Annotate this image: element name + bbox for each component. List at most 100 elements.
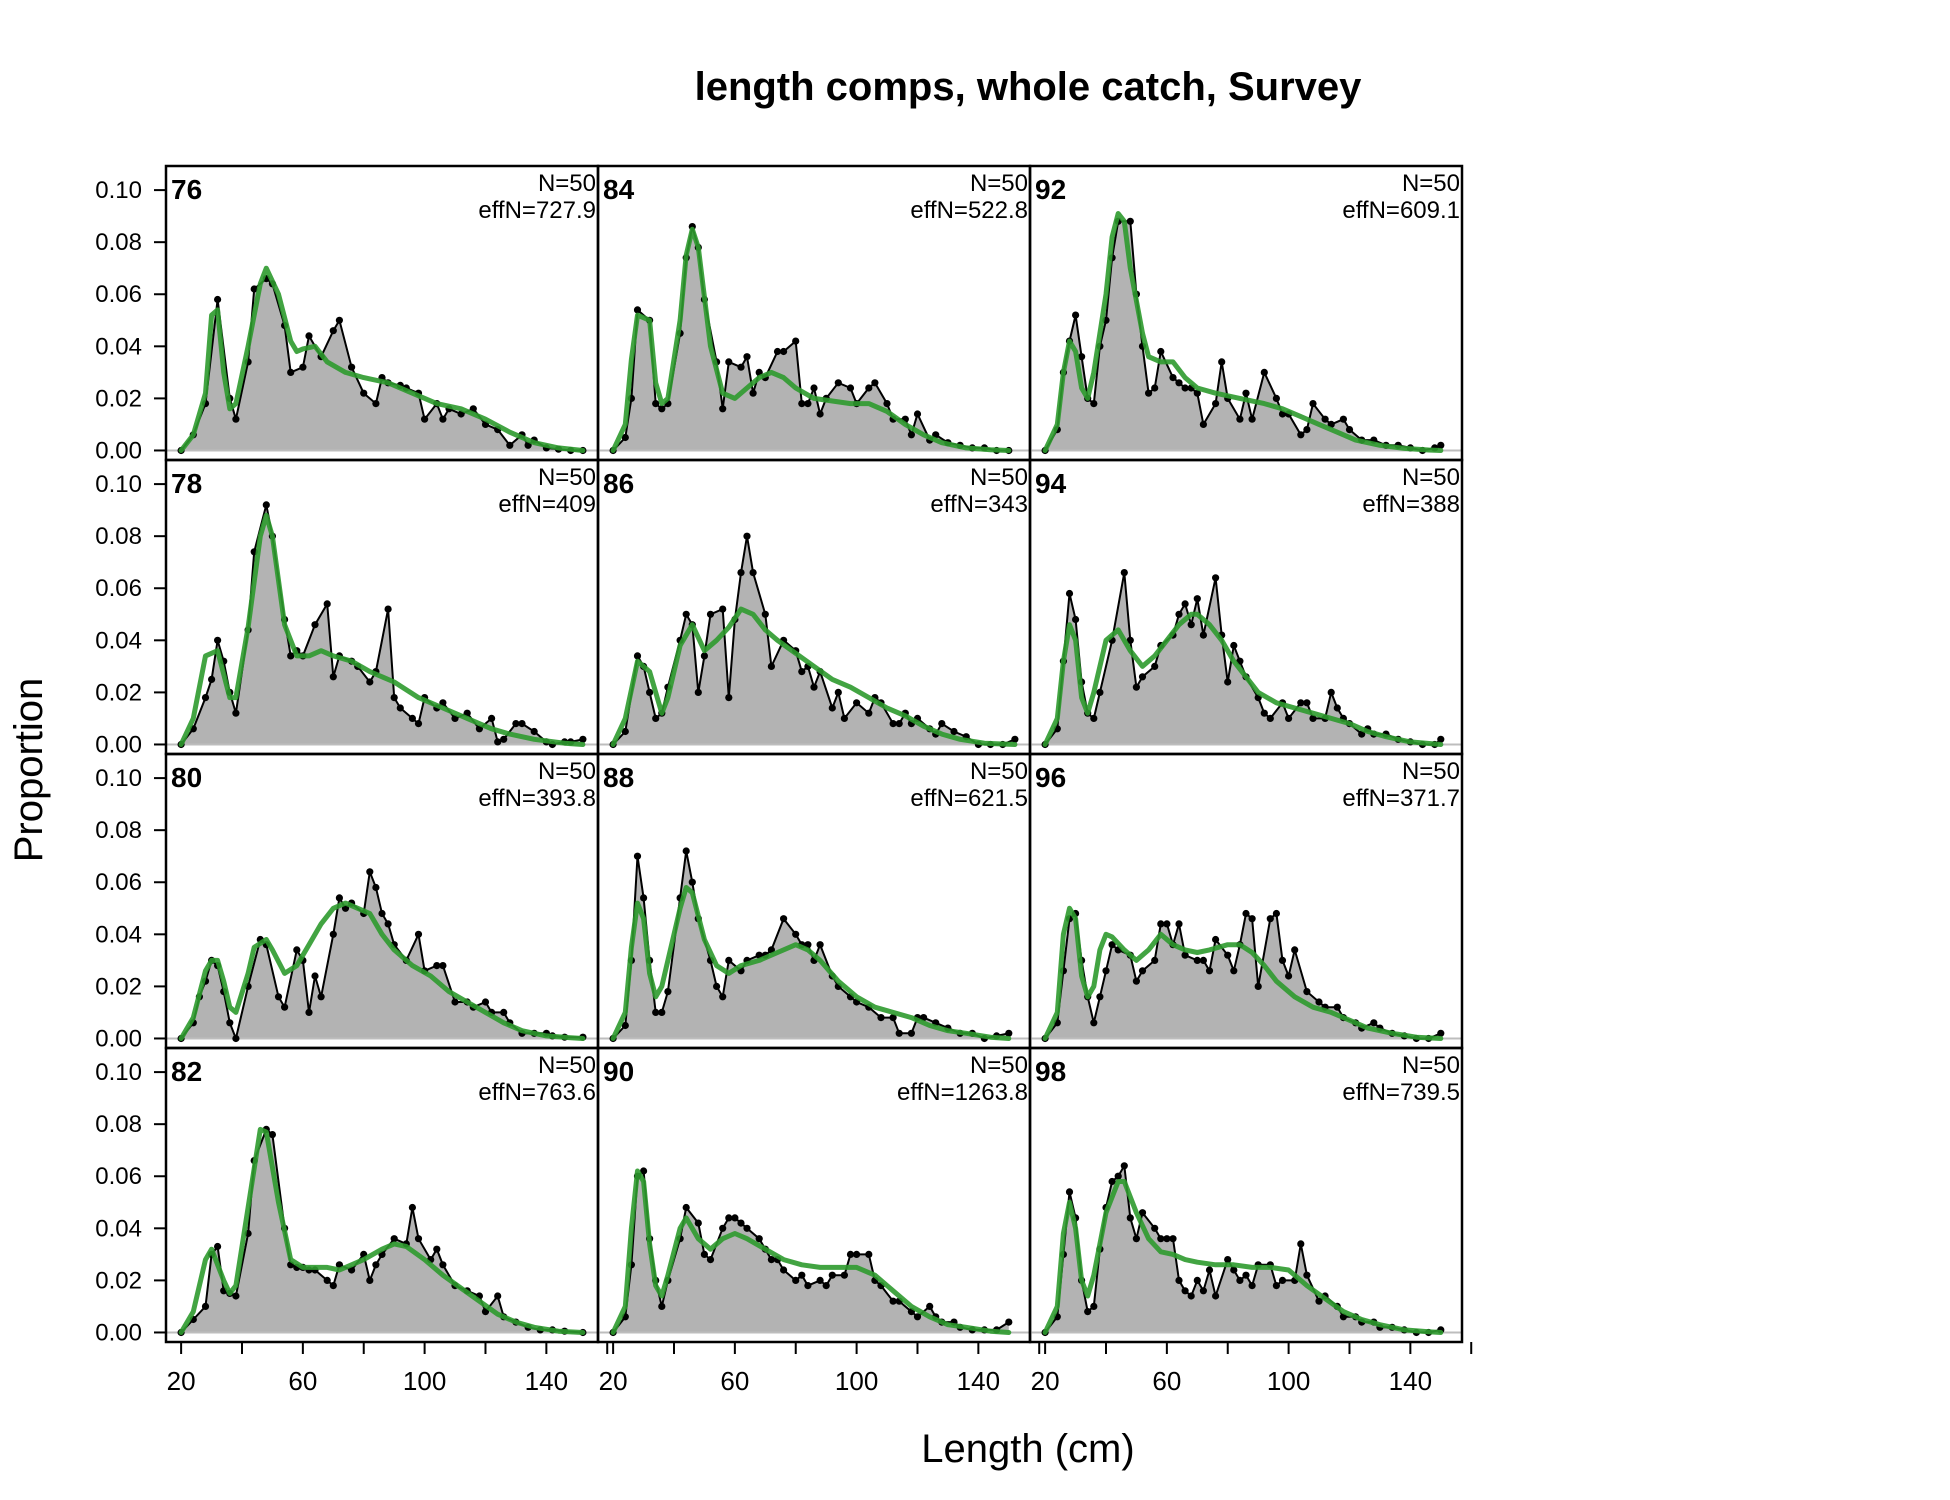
x-axis-col-0: 20 60 100 140 <box>167 1342 609 1396</box>
observed-point <box>633 652 642 660</box>
observed-point <box>299 363 307 371</box>
y-tick-label: 0.06 <box>95 1163 142 1190</box>
x-tick-label: 20 <box>1031 1366 1060 1396</box>
observed-point <box>1224 1256 1232 1264</box>
observed-point <box>767 1256 776 1264</box>
observed-point <box>846 384 855 392</box>
x-tick-label: 60 <box>288 1366 317 1396</box>
observed-point <box>1138 673 1147 681</box>
y-axis-row-3: 0.00 0.02 0.04 0.06 0.08 0.10 <box>95 1059 166 1346</box>
x-axes: 20 60 100 140 20 60 100 140 20 60 100 140 <box>167 1342 1473 1396</box>
observed-point <box>895 1029 903 1037</box>
observed-point <box>840 714 849 723</box>
observed-point <box>1236 1276 1244 1284</box>
observed-point <box>804 1282 812 1290</box>
observed-point <box>749 389 757 397</box>
y-tick-label: 0.10 <box>95 1059 142 1086</box>
observed-point <box>682 1203 690 1212</box>
observed-point <box>1090 1019 1098 1027</box>
observed-point <box>1072 615 1080 624</box>
expected-line <box>178 900 586 1041</box>
observed-point <box>335 894 343 902</box>
y-tick-label: 0.02 <box>95 1267 142 1294</box>
observed-point <box>348 363 356 371</box>
panel-effn-label: effN=409 <box>498 491 596 518</box>
observed-point <box>329 1282 337 1290</box>
observed-point <box>451 998 459 1006</box>
x-tick-label: 20 <box>599 1366 628 1396</box>
observed-point <box>329 930 337 938</box>
observed-point <box>640 894 648 902</box>
observed-point <box>1187 1292 1195 1300</box>
x-tick-label: 140 <box>1389 1366 1432 1396</box>
observed-point <box>396 704 404 712</box>
expected-line <box>610 1168 1012 1335</box>
x-axis-col-2: 20 60 100 140 <box>1031 1342 1473 1396</box>
y-tick-label: 0.02 <box>95 385 142 412</box>
observed-point <box>773 347 782 356</box>
x-tick-label: 100 <box>1267 1366 1310 1396</box>
chart-title: length comps, whole catch, Survey <box>695 65 1363 109</box>
observed-point <box>621 1021 629 1030</box>
observed-point <box>384 920 392 928</box>
observed-point <box>780 915 788 923</box>
observed-area <box>613 536 1015 745</box>
observed-point <box>439 962 447 970</box>
observed-point <box>889 720 897 728</box>
panel-year-label: 82 <box>171 1056 202 1087</box>
observed-point <box>201 694 210 702</box>
observed-point <box>664 988 672 996</box>
y-axis-label: Proportion <box>7 678 51 863</box>
observed-point <box>311 972 319 980</box>
observed-point <box>907 1029 916 1037</box>
observed-point <box>1120 569 1128 577</box>
observed-point <box>950 727 958 736</box>
observed-point <box>865 1250 873 1258</box>
observed-point <box>749 569 757 577</box>
observed-point <box>810 384 818 392</box>
observed-point <box>865 709 873 717</box>
panel-year-label: 88 <box>603 762 634 793</box>
x-tick-label: 140 <box>525 1366 568 1396</box>
observed-point <box>895 720 903 728</box>
x-axis-label: Length (cm) <box>921 1427 1134 1471</box>
expected-line <box>610 606 1018 747</box>
observed-area <box>181 1129 583 1333</box>
expected-line <box>1042 1179 1444 1335</box>
observed-point <box>366 1276 374 1284</box>
observed-point <box>792 337 800 345</box>
observed-point <box>767 662 776 671</box>
y-tick-label: 0.08 <box>95 817 142 844</box>
observed-point <box>1151 662 1159 671</box>
observed-point <box>323 600 331 608</box>
panel-effn-label: effN=727.9 <box>478 197 596 224</box>
x-tick-label: 20 <box>167 1366 196 1396</box>
observed-point <box>816 941 824 949</box>
observed-point <box>1321 415 1329 423</box>
observed-point <box>1151 1224 1159 1232</box>
observed-point <box>293 946 301 954</box>
observed-point <box>652 400 660 408</box>
observed-point <box>700 1250 709 1258</box>
observed-point <box>840 1271 849 1279</box>
observed-area <box>613 851 1009 1039</box>
observed-point <box>792 930 800 938</box>
observed-point <box>1072 311 1080 319</box>
observed-point <box>926 1302 934 1310</box>
panel-year-label: 78 <box>171 468 202 499</box>
panel-effn-label: effN=609.1 <box>1342 197 1460 224</box>
observed-point <box>633 306 642 314</box>
x-tick-label: 100 <box>403 1366 446 1396</box>
panel-effn-label: effN=763.6 <box>478 1079 596 1106</box>
observed-point <box>311 621 319 629</box>
observed-point <box>1272 1282 1280 1290</box>
observed-point <box>1254 982 1262 991</box>
panel-year-label: 94 <box>1035 468 1067 499</box>
expected-line <box>610 226 1012 453</box>
panel-effn-label: effN=388 <box>1362 491 1460 518</box>
